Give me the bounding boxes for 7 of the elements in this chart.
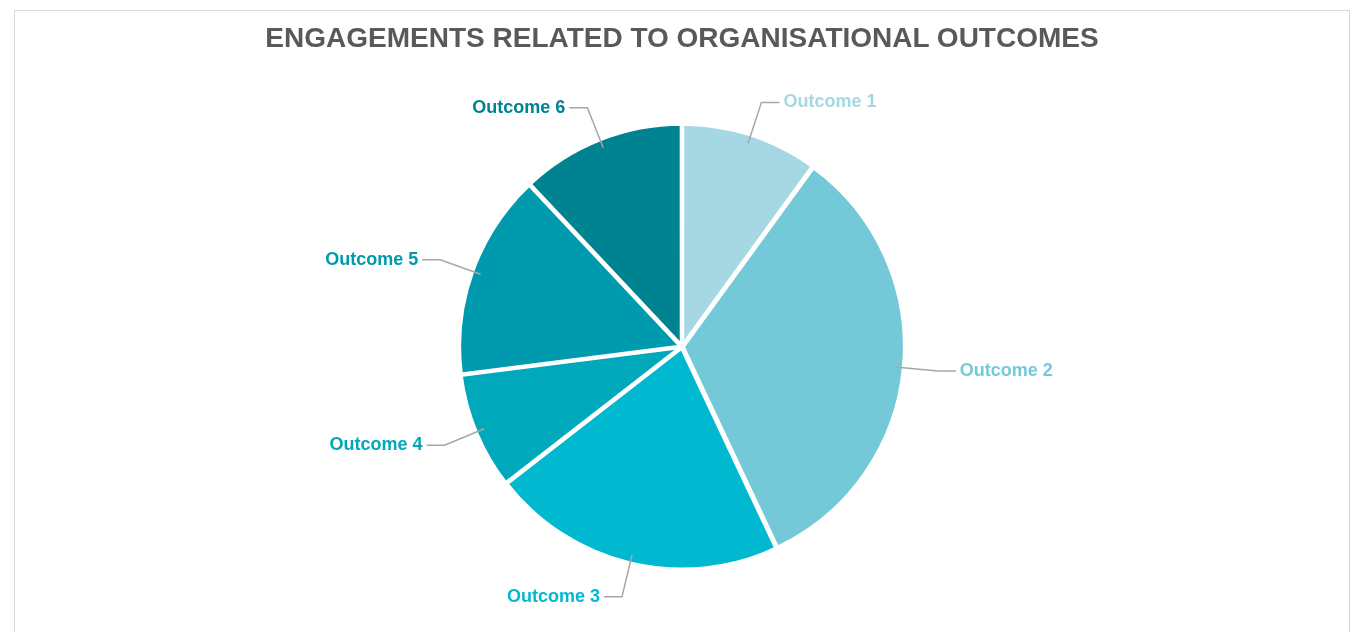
slice-label: Outcome 1: [783, 91, 877, 112]
slice-label: Outcome 3: [506, 585, 600, 606]
slice-label: Outcome 2: [959, 359, 1053, 380]
slice-label: Outcome 6: [472, 96, 566, 117]
slice-label: Outcome 5: [325, 248, 419, 269]
slice-label: Outcome 4: [329, 434, 423, 455]
chart-title: ENGAGEMENTS RELATED TO ORGANISATIONAL OUTCOMES: [265, 21, 1099, 53]
